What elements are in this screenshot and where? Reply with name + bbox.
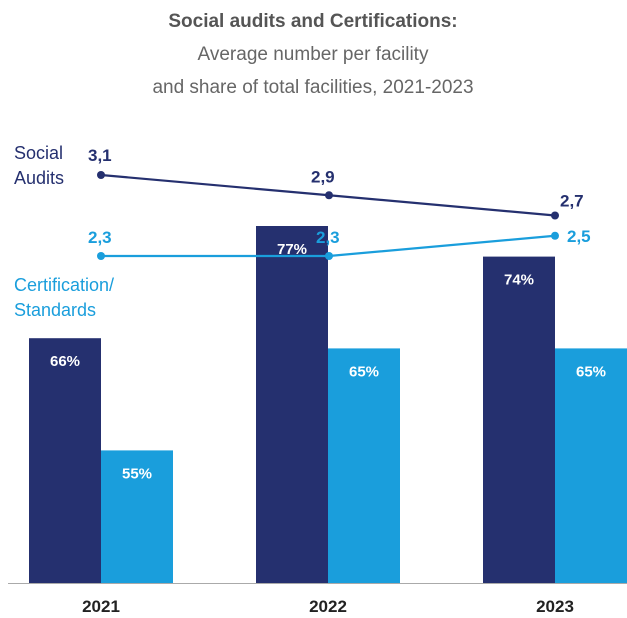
bar-2022-series-1 [256, 226, 328, 583]
bar-2023-series-1 [483, 256, 555, 583]
chart-title: Social audits and Certifications: [168, 11, 457, 32]
bar-2022-series-2 [328, 348, 400, 583]
x-tick-label-2023: 2023 [536, 597, 574, 616]
line-label-2021-series-1: 3,1 [88, 146, 112, 165]
legend-certification-line-1: Certification/ [14, 275, 114, 295]
chart-subtitle-line-2: and share of total facilities, 2021-2023 [152, 77, 473, 98]
line-point-2021-series-2 [97, 252, 105, 260]
chart-subtitle-line-1: Average number per facility [198, 44, 429, 65]
bars-layer: 66% 77% 74% 55% 65% 65% [29, 226, 627, 583]
legend-social-audits-line-1: Social [14, 143, 63, 163]
line-point-2021-series-1 [97, 171, 105, 179]
lines-layer: 3,1 2,9 2,7 2,3 2,3 2,5 [88, 146, 591, 260]
x-axis: 2021 2022 2023 [8, 583, 627, 616]
line-label-2021-series-2: 2,3 [88, 228, 112, 247]
line-point-2023-series-2 [551, 231, 559, 240]
bar-label-2021-series-1: 66% [50, 353, 80, 370]
bar-2021-series-2 [101, 450, 173, 583]
line-label-2022-series-2: 2,3 [316, 228, 340, 247]
bar-label-2023-series-2: 65% [576, 363, 606, 380]
x-tick-label-2022: 2022 [309, 597, 347, 616]
line-label-2023-series-1: 2,7 [560, 192, 584, 211]
line-point-2022-series-2 [325, 252, 333, 260]
x-tick-label-2021: 2021 [82, 597, 120, 616]
bar-2023-series-2 [555, 348, 627, 583]
bar-label-2022-series-1: 77% [277, 241, 307, 258]
legend-certification-line-2: Standards [14, 300, 96, 320]
bar-label-2021-series-2: 55% [122, 465, 152, 482]
line-label-2023-series-2: 2,5 [567, 227, 591, 246]
bar-label-2022-series-2: 65% [349, 363, 379, 380]
line-point-2022-series-1 [325, 191, 333, 200]
bar-2021-series-1 [29, 338, 101, 583]
bar-label-2023-series-1: 74% [504, 272, 534, 289]
line-label-2022-series-1: 2,9 [311, 167, 335, 186]
legend-social-audits-line-2: Audits [14, 168, 64, 188]
line-point-2023-series-1 [551, 211, 559, 220]
